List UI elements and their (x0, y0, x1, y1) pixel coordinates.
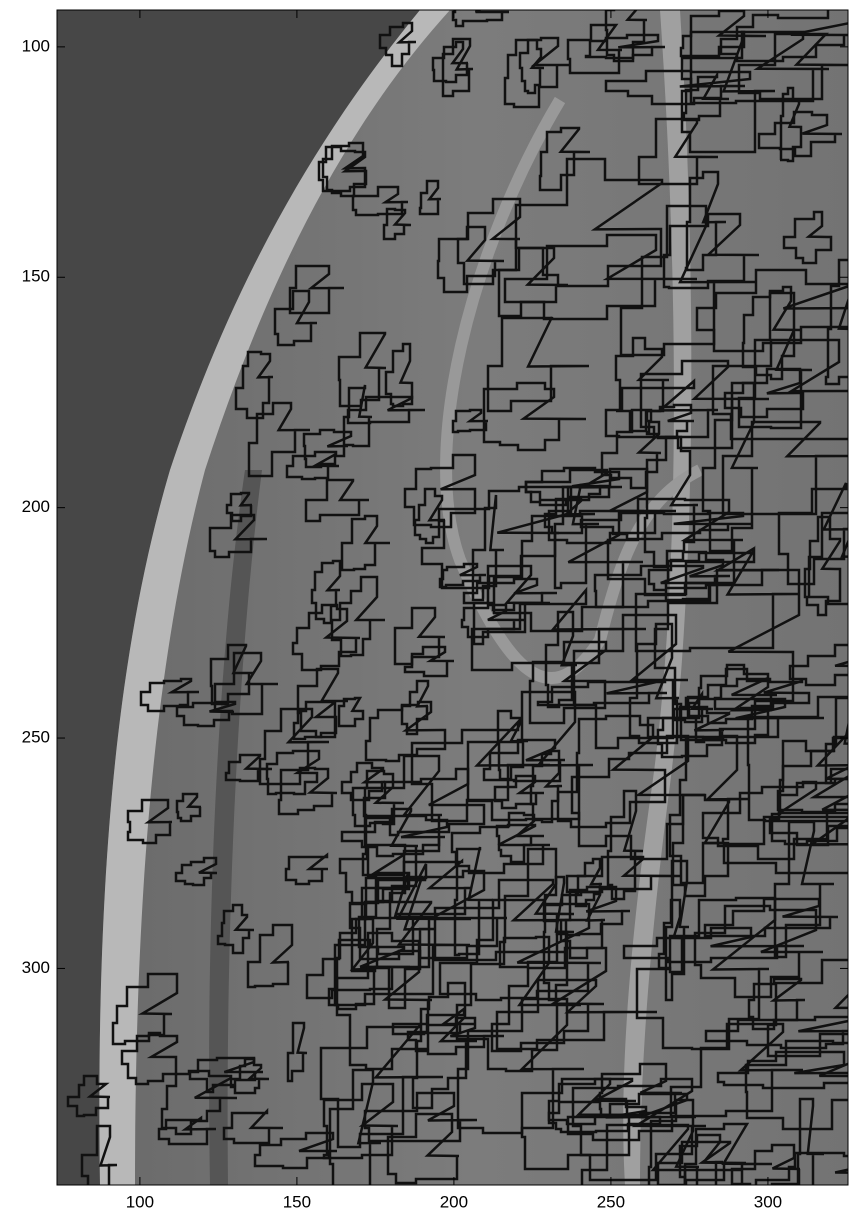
y-tick-label: 300 (22, 958, 50, 977)
x-tick-label: 300 (754, 1192, 782, 1211)
x-tick-label: 150 (283, 1192, 311, 1211)
page: 100150200250300100150200250300 (() => { … (0, 0, 850, 1218)
x-tick-label: 200 (440, 1192, 468, 1211)
x-tick-label: 250 (597, 1192, 625, 1211)
y-tick-label: 250 (22, 728, 50, 747)
y-tick-label: 200 (22, 497, 50, 516)
image (57, 0, 850, 1218)
figure: 100 150 200 250 300 100 150 200 250 300 (0, 0, 850, 1218)
y-tick-label: 100 (22, 36, 50, 55)
x-tick-label: 100 (126, 1192, 154, 1211)
y-tick-label: 150 (22, 267, 50, 286)
